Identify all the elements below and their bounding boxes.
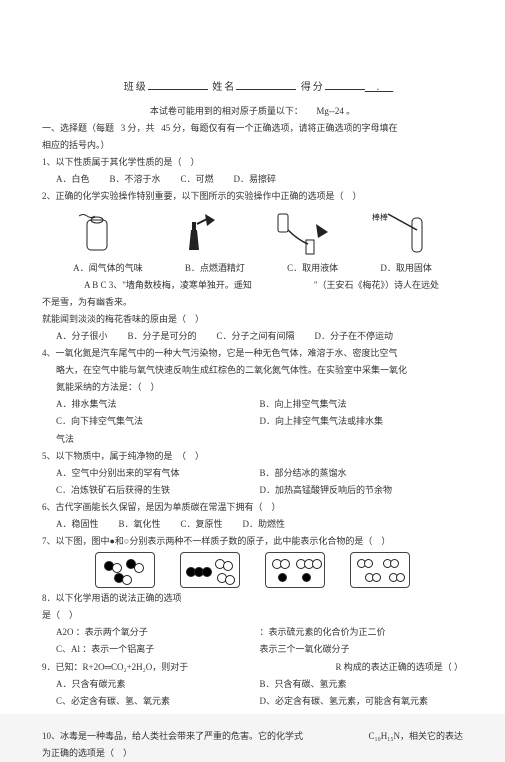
q3c: C．分子之间有间隔 bbox=[217, 328, 295, 345]
section1: 一、选择题（每题 3 分，共 45 分，每题仅有有一个正确选项，请将正确选项的字… bbox=[42, 120, 463, 137]
q6-opts: A．稳固性 B．氧化性 C．复原性 D．助燃性 bbox=[42, 516, 463, 533]
q5-opts2: C．冶炼铁矿石后获得的生铁 D．加热高锰酸钾反响后的节余物 bbox=[42, 482, 463, 499]
q6b: B．氧化性 bbox=[119, 516, 161, 533]
q8-stem2: 是（ ） bbox=[42, 607, 463, 624]
name-label: 姓名 bbox=[212, 82, 236, 93]
q9-stem: 9．已知：R+2O═CO₂+2H₂O，则对于 bbox=[42, 659, 188, 676]
q8-opts1: A2O ：表示两个氧分子 ：表示硫元素的化合价为正二价 bbox=[42, 624, 463, 641]
q6-stem: 6、古代字画能长久保留，是因为单质碳在常温下拥有（ ） bbox=[42, 499, 463, 516]
score-blank bbox=[325, 80, 365, 90]
intro-atomic: 本试卷可能用到的相对原子质量以下： Mg--24 。 bbox=[42, 103, 463, 120]
q2-mid4: 就能闻到淡淡的梅花香味的原由是（ ） bbox=[42, 311, 463, 328]
q3a: A．分子很小 bbox=[56, 328, 108, 345]
q8cx: 表示三个一氧化碳分子 bbox=[260, 641, 464, 658]
q4-opts2: C．向下排空气集气法 D．向上排空气集气法或排水集 bbox=[42, 413, 463, 430]
q3b: B．分子是可分的 bbox=[128, 328, 197, 345]
header-row: 班级 姓名 得分 . bbox=[42, 78, 463, 93]
q1-stem: 1、以下性质属于其化学性质的是（ ） bbox=[42, 154, 463, 171]
q4e: 气法 bbox=[42, 431, 463, 448]
s1c: 45 分，每题仅有有一个正确选项，请将正确选项的字母填在 bbox=[161, 123, 397, 133]
q6d: D．助燃性 bbox=[243, 516, 286, 533]
q5d: D．加热高锰酸钾反响后的节余物 bbox=[260, 482, 464, 499]
q9-row: 9．已知：R+2O═CO₂+2H₂O，则对于 R 构成的表达正确的选项是（ ） bbox=[42, 659, 463, 676]
q2-mid2: "（王安石《梅花》）诗人在远处 bbox=[314, 277, 439, 294]
q8a: A2O ：表示两个氧分子 bbox=[56, 624, 260, 641]
q1-opts: A．白色 B．不溶于水 C．可燃 D．易擦碎 bbox=[42, 171, 463, 188]
q9-stem2: R 构成的表达正确的选项是（ ） bbox=[335, 659, 463, 676]
q4-l1: 4、一氧化氮是汽车尾气中的一种大气污染物，它是一种无色气体，难溶于水、密度比空气 bbox=[42, 345, 463, 362]
q10-r1: C₁₀H₁₅N，相关它的表达 bbox=[368, 728, 463, 745]
q10-row: 10、冰毒是一种毒品，给人类社会带来了严重的危害。它的化学式 C₁₀H₁₅N，相… bbox=[42, 728, 463, 745]
q1-c: C．可燃 bbox=[181, 171, 214, 188]
q5c: C．冶炼铁矿石后获得的生铁 bbox=[56, 482, 260, 499]
q2-mid3: 不是雪，为有幽香来。 bbox=[42, 294, 463, 311]
q2-la: A．闻气体的气味 bbox=[73, 260, 143, 277]
q8-opts2: C、Al ：表示一个铝离子 表示三个一氧化碳分子 bbox=[42, 641, 463, 658]
q4d: D．向上排空气集气法或排水集 bbox=[260, 413, 464, 430]
q2-lb: B．点燃酒精灯 bbox=[185, 260, 245, 277]
q6c: C．复原性 bbox=[181, 516, 223, 533]
mol-d bbox=[350, 552, 410, 588]
q2-ld: D．取用固体 bbox=[380, 260, 432, 277]
q5-opts1: A．空气中分别出来的罕有气体 B．部分结冰的蒸馏水 bbox=[42, 465, 463, 482]
mol-c bbox=[265, 552, 325, 588]
q1-a: A．白色 bbox=[56, 171, 90, 188]
q4-l3: 氮能采纳的方法是：（ ） bbox=[42, 379, 463, 396]
q4-l2: 略大，在空气中能与氧气快速反响生成红棕色的二氧化氮气体性。在实验室中采集一氧化 bbox=[42, 362, 463, 379]
mol-a bbox=[95, 552, 155, 588]
q10-l1: 10、冰毒是一种毒品，给人类社会带来了严重的危害。它的化学式 bbox=[42, 728, 303, 745]
q5b: B．部分结冰的蒸馏水 bbox=[260, 465, 464, 482]
q4c: C．向下排空气集气法 bbox=[56, 413, 260, 430]
q2-labels: A．闻气体的气味 B．点燃酒精灯 C．取用液体 D．取用固体 bbox=[42, 260, 463, 277]
q8-stem: 8．以下化学用语的说法正确的选项 bbox=[42, 590, 463, 607]
q1-d: D．易擦碎 bbox=[234, 171, 277, 188]
q9d: D、必定含有碳、氢元素，可能含有氧元素 bbox=[260, 693, 464, 710]
q7-stem: 7、以下图，图中●和○分别表示两种不一样质子数的原子，此中能表示化合物的是（ ） bbox=[42, 533, 463, 550]
q8ax: ：表示硫元素的化合价为正二价 bbox=[260, 624, 464, 641]
q1-b: B．不溶于水 bbox=[110, 171, 161, 188]
s1b: 3 分，共 bbox=[121, 123, 155, 133]
q2-stem: 2、正确的化学实验操作特别重要，以下图所示的实验操作中正确的选项是（ ） bbox=[42, 188, 463, 205]
q5a: A．空气中分别出来的罕有气体 bbox=[56, 465, 260, 482]
q10-l2: 为正确的选项是（ ） bbox=[42, 745, 463, 762]
q6a: A．稳固性 bbox=[56, 516, 99, 533]
q2-images: 棒棒 bbox=[42, 206, 463, 260]
q9b: B．只含有碳、氢元素 bbox=[260, 676, 464, 693]
name-blank bbox=[236, 80, 296, 90]
q5-stem: 5、以下物质中，属于纯净物的是 （ ） bbox=[42, 448, 463, 465]
class-blank bbox=[148, 80, 208, 90]
q2-mid1: A B C 3、"墙角数枝梅，凌寒单独开。遥知 bbox=[84, 277, 252, 294]
q2-lc: C．取用液体 bbox=[287, 260, 338, 277]
q2-img-c bbox=[268, 210, 338, 258]
q3-opts: A．分子很小 B．分子是可分的 C．分子之间有间隔 D．分子在不停运动 bbox=[42, 328, 463, 345]
q9c: C、必定含有碳、氢、氧元素 bbox=[56, 693, 260, 710]
class-label: 班级 bbox=[124, 82, 148, 93]
s1a: 一、选择题（每题 bbox=[42, 123, 114, 133]
q2-img-d: 棒棒 bbox=[368, 210, 438, 258]
q9-opts2: C、必定含有碳、氢、氧元素 D、必定含有碳、氢元素，可能含有氧元素 bbox=[42, 693, 463, 710]
q8c: C、Al ：表示一个铝离子 bbox=[56, 641, 260, 658]
q9-opts1: A．只含有碳元素 B．只含有碳、氢元素 bbox=[42, 676, 463, 693]
q3d: D．分子在不停运动 bbox=[315, 328, 394, 345]
q4b: B．向上排空气集气法 bbox=[260, 396, 464, 413]
q7-mols bbox=[42, 550, 463, 590]
q4a: A．排水集气法 bbox=[56, 396, 260, 413]
q2-img-a bbox=[67, 210, 137, 258]
q2-img-b bbox=[167, 210, 237, 258]
score-label: 得分 bbox=[301, 82, 325, 93]
svg-text:棒棒: 棒棒 bbox=[372, 212, 388, 222]
q9a: A．只含有碳元素 bbox=[56, 676, 260, 693]
intro-text: 本试卷可能用到的相对原子质量以下： bbox=[150, 106, 303, 116]
mg-text: Mg--24 。 bbox=[316, 106, 355, 116]
q2-mid: A B C 3、"墙角数枝梅，凌寒单独开。遥知 "（王安石《梅花》）诗人在远处 bbox=[42, 277, 463, 294]
mol-b bbox=[180, 552, 240, 588]
q4-opts1: A．排水集气法 B．向上排空气集气法 bbox=[42, 396, 463, 413]
section1b: 相应的括号内。） bbox=[42, 137, 463, 154]
